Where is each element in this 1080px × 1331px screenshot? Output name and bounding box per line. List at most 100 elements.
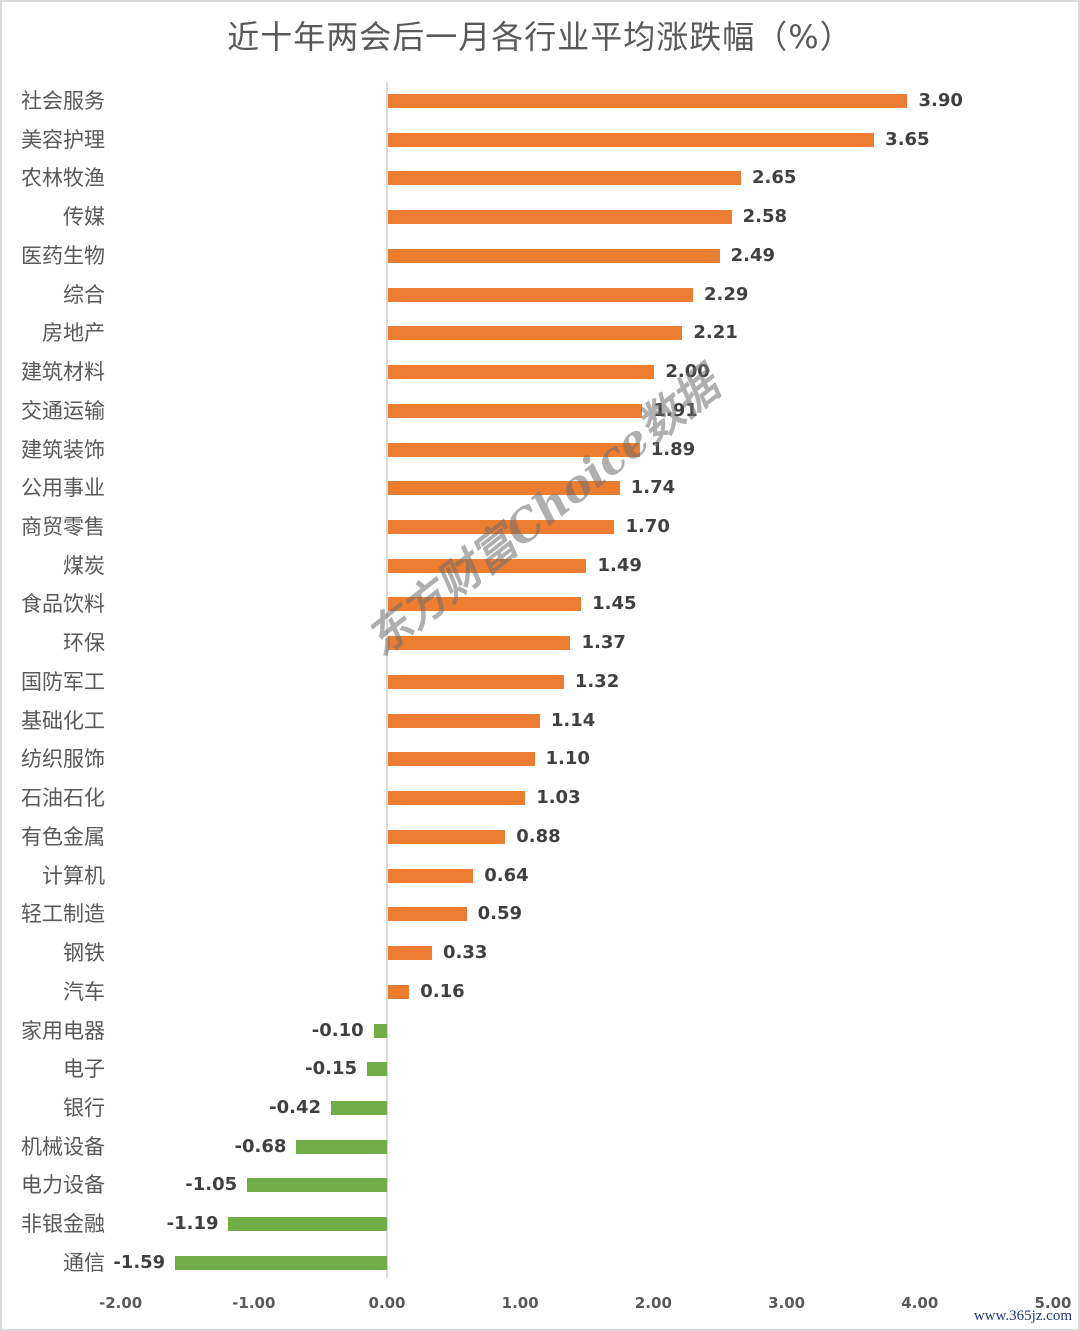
category-label: 汽车 [63,979,105,1004]
value-label: 1.45 [592,593,637,615]
category-label: 建筑材料 [21,360,105,385]
value-label: 1.14 [550,709,596,731]
bar-positive [388,365,655,380]
category-label: 交通运输 [21,398,105,423]
bar-positive [388,403,643,418]
category-label: 美容护理 [21,127,105,152]
value-label: 1.03 [536,787,581,809]
category-label: 煤炭 [63,553,105,578]
chart-title: 近十年两会后一月各行业平均涨跌幅（%） [227,18,853,56]
value-label: -0.68 [234,1135,287,1157]
bar-positive [388,558,587,573]
value-label: 0.16 [420,980,465,1002]
value-label: 2.00 [665,361,710,383]
category-label: 食品饮料 [21,592,105,617]
value-label: 2.65 [751,167,797,189]
value-label: 1.10 [545,748,590,770]
x-tick-label: 4.00 [901,1294,939,1312]
value-label: -0.15 [305,1058,358,1080]
bar-negative [331,1100,387,1115]
bar-positive [388,442,640,457]
value-label: -1.05 [185,1174,238,1196]
category-label: 石油石化 [21,786,105,811]
value-label: -0.42 [269,1096,322,1118]
value-label: 1.37 [581,632,626,654]
bar-positive [388,752,535,767]
value-label: 1.89 [650,438,696,460]
bar-positive [388,674,564,689]
value-label: 0.64 [484,864,529,886]
category-label: 房地产 [42,321,105,346]
x-tick-label: 2.00 [634,1294,672,1312]
bar-positive [388,210,732,225]
x-tick-label: -1.00 [232,1294,276,1312]
value-label: 0.59 [477,903,522,925]
value-label: 2.29 [704,283,749,305]
value-label: 3.65 [885,128,930,150]
x-tick-label: 5.00 [1034,1294,1072,1312]
category-label: 社会服务 [21,89,105,113]
category-label: 银行 [63,1095,105,1120]
category-label: 农林牧渔 [21,166,105,191]
bar-positive [388,984,410,999]
value-label: -1.19 [166,1213,219,1235]
bar-positive [388,132,875,147]
category-label: 家用电器 [21,1018,105,1043]
category-label: 纺织服饰 [21,747,105,772]
value-label: 1.74 [630,477,676,499]
bar-positive [388,248,720,263]
category-label: 医药生物 [21,243,105,268]
value-label: 2.49 [730,244,776,266]
value-label: 1.70 [625,516,670,538]
value-label: 1.91 [653,399,698,421]
bar-positive [388,868,474,883]
category-label: 综合 [63,282,105,307]
bar-positive [388,94,908,108]
category-label: 计算机 [42,863,105,888]
category-label: 电力设备 [21,1173,105,1198]
x-tick-label: -2.00 [98,1294,143,1312]
category-label: 电子 [63,1057,105,1082]
bar-negative [367,1062,387,1077]
category-label: 商贸零售 [21,515,105,540]
bar-negative [228,1217,387,1232]
bar-positive [388,171,741,186]
category-label: 轻工制造 [21,902,105,927]
x-tick-label: 0.00 [368,1294,406,1312]
bar-positive [388,791,526,806]
category-label: 有色金属 [21,824,105,849]
x-tick-label: 1.00 [501,1294,539,1312]
bar-positive [388,636,571,651]
value-label: 1.49 [597,554,642,576]
category-label: 基础化工 [21,708,105,733]
bar-positive [388,946,432,961]
bar-positive [388,481,620,496]
value-label: -0.10 [311,1019,364,1041]
bar-positive [388,287,694,302]
zero-axis-line [386,82,388,1278]
value-label: 2.58 [742,206,788,228]
category-label: 环保 [63,631,105,656]
value-label: 1.32 [574,670,620,692]
bar-positive [388,520,615,535]
category-label: 机械设备 [21,1134,105,1159]
bar-positive [388,713,540,728]
bar-positive [388,326,683,341]
bar-negative [296,1139,387,1154]
value-label: 3.90 [918,90,963,111]
site-label: www.365jz.com [973,1308,1072,1324]
bar-positive [388,597,582,612]
value-label: 2.21 [693,322,738,344]
value-label: -1.59 [113,1251,166,1273]
category-label: 非银金融 [21,1212,105,1237]
bar-positive [388,829,506,844]
bar-negative [373,1023,387,1038]
category-label: 传媒 [63,205,105,230]
x-tick-label: 3.00 [768,1294,806,1312]
bar-negative [247,1178,387,1193]
category-label: 建筑装饰 [21,437,105,462]
category-label: 国防军工 [21,669,105,694]
bar-positive [388,907,467,922]
